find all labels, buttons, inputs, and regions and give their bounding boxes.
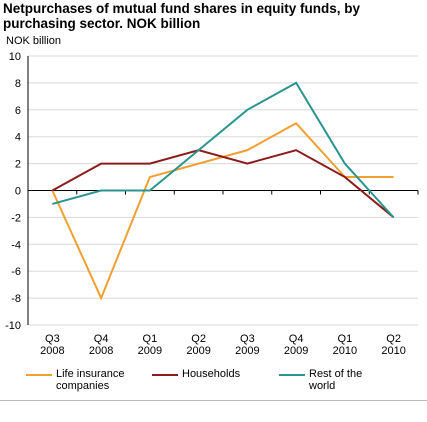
x-tick-label: Q1 2009 xyxy=(138,333,162,357)
x-tick-label: Q4 2008 xyxy=(89,333,113,357)
y-tick-label: 2 xyxy=(15,159,21,171)
legend-label: Life insurance companies xyxy=(56,368,125,392)
y-tick-label: -2 xyxy=(11,212,21,224)
y-tick-label: 8 xyxy=(15,78,21,90)
series-line xyxy=(51,149,395,219)
x-tick-label-line: 2010 xyxy=(381,345,405,357)
x-tick-label-line: 2009 xyxy=(138,345,162,357)
x-tick-label-line: 2009 xyxy=(186,345,210,357)
x-tick-label-line: 2008 xyxy=(40,345,64,357)
x-tick-label: Q4 2009 xyxy=(284,333,308,357)
legend-label: Households xyxy=(182,368,241,380)
x-tick-label-line: 2009 xyxy=(284,345,308,357)
x-tick-label: Q2 2010 xyxy=(381,333,405,357)
x-tick-label-line: Q3 xyxy=(240,333,255,345)
x-tick-label-line: Q4 xyxy=(94,333,109,345)
x-tick-label-line: Q1 xyxy=(338,333,353,345)
x-tick-label: Q1 2010 xyxy=(333,333,357,357)
x-tick-label-line: Q3 xyxy=(45,333,60,345)
y-tick-label: -8 xyxy=(11,293,21,305)
y-tick-label: -10 xyxy=(5,320,21,332)
y-tick-label: 6 xyxy=(15,105,21,117)
y-tick-label: 4 xyxy=(15,132,21,144)
legend-label: Rest of the world xyxy=(309,368,363,392)
y-tick-label: 0 xyxy=(15,186,21,198)
legend-item: Rest of the world xyxy=(279,368,389,392)
y-tick-label: -6 xyxy=(11,266,21,278)
x-tick-label: Q3 2008 xyxy=(40,333,64,357)
y-tick-label: 10 xyxy=(9,51,21,63)
legend-item: Households xyxy=(152,368,262,380)
series-line xyxy=(52,81,395,219)
x-tick-label-line: 2009 xyxy=(235,345,259,357)
divider xyxy=(0,400,427,401)
legend-swatch xyxy=(279,374,305,376)
x-tick-label: Q2 2009 xyxy=(186,333,210,357)
x-tick-label-line: Q1 xyxy=(143,333,158,345)
y-tick-label: -4 xyxy=(11,239,21,251)
legend-swatch xyxy=(26,374,52,376)
x-tick-label-line: 2008 xyxy=(89,345,113,357)
x-tick-label-line: Q4 xyxy=(289,333,304,345)
x-tick-label-line: Q2 xyxy=(386,333,401,345)
y-axis-label: NOK billion xyxy=(6,35,61,47)
x-tick-label-line: 2010 xyxy=(333,345,357,357)
series-line xyxy=(51,121,394,301)
x-tick-label-line: Q2 xyxy=(191,333,206,345)
legend-swatch xyxy=(152,374,178,376)
x-tick-label: Q3 2009 xyxy=(235,333,259,357)
legend-item: Life insurance companies xyxy=(26,368,136,392)
chart-title: Netpurchases of mutual fund shares in eq… xyxy=(3,1,361,31)
